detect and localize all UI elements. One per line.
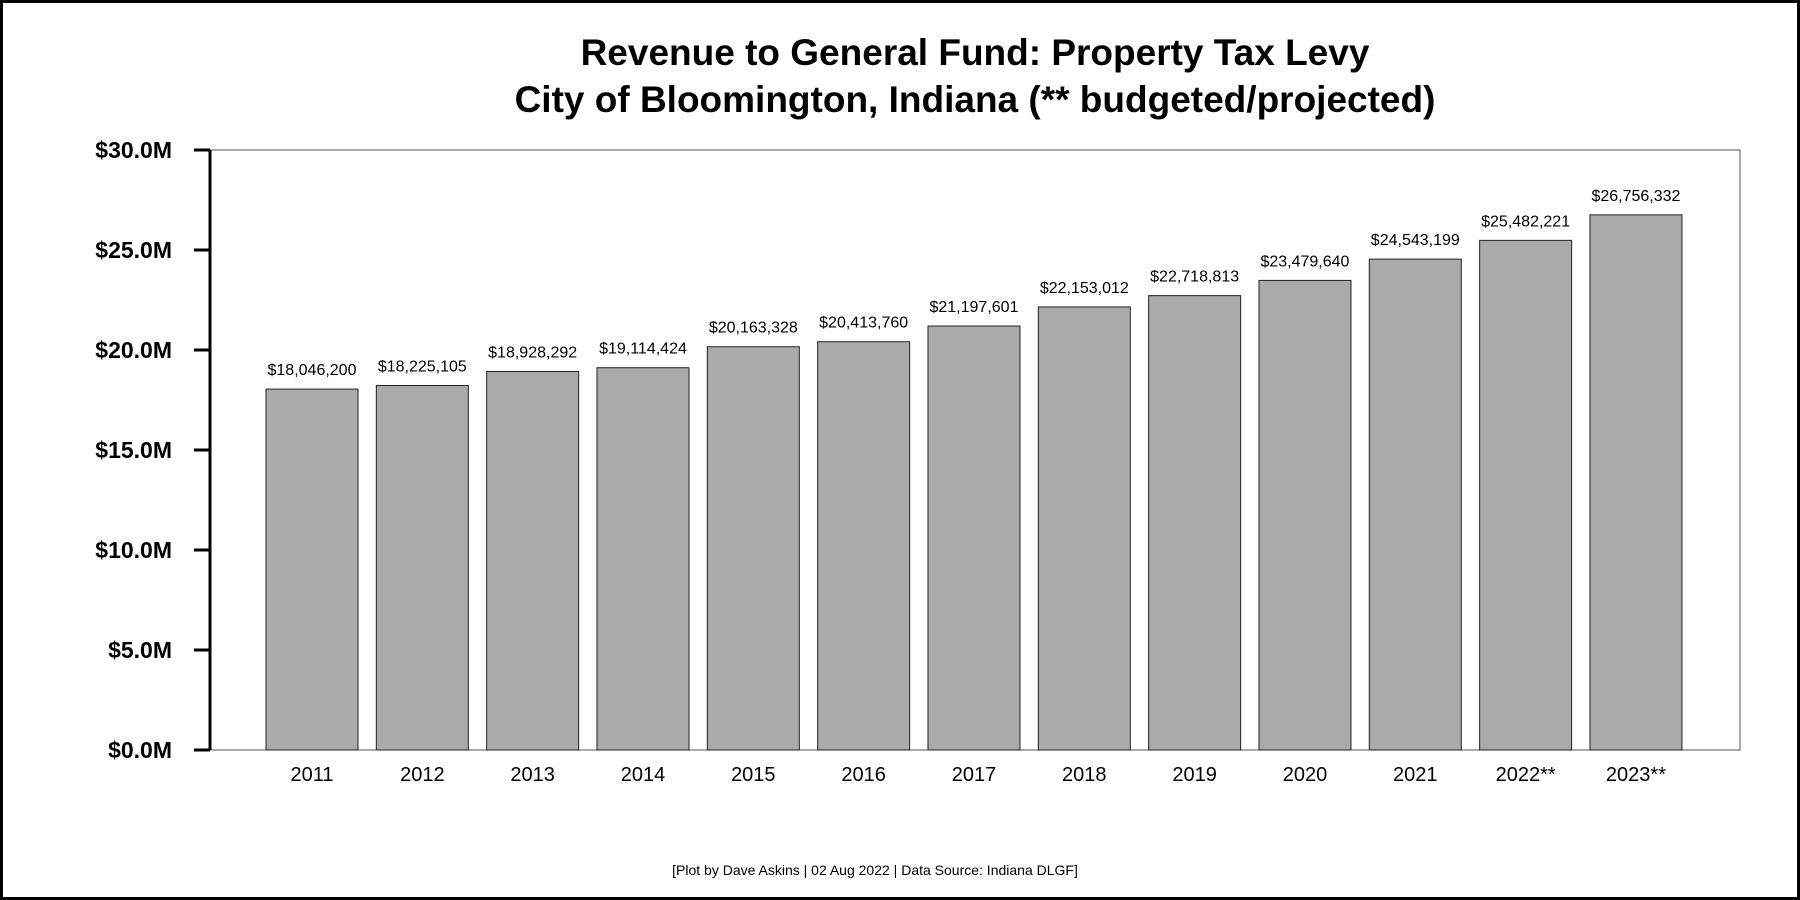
data-label: $21,197,601: [929, 299, 1018, 316]
bar: [265, 388, 359, 751]
data-label: $23,479,640: [1260, 253, 1349, 270]
x-tick-label: 2014: [621, 764, 666, 786]
bar: [927, 325, 1021, 751]
y-tick-label: $20.0M: [95, 337, 172, 363]
bar: [1148, 295, 1242, 751]
x-tick-label: 2021: [1393, 764, 1438, 786]
x-tick-label: 2016: [841, 764, 886, 786]
y-axis: $0.0M $5.0M $10.0M $15.0M $20.0M $25.0M $30.0M: [95, 137, 212, 763]
bar: [817, 341, 911, 751]
x-tick-label: 2012: [400, 764, 445, 786]
x-tick-label: 2023**: [1606, 764, 1666, 786]
y-tick-label: $30.0M: [95, 137, 172, 163]
chart-title-line-1: Revenue to General Fund: Property Tax Le…: [581, 32, 1370, 73]
y-tick-label: $0.0M: [108, 737, 172, 763]
x-tick-label: 2017: [952, 764, 997, 786]
bar: [375, 384, 469, 751]
y-tick-label: $10.0M: [95, 537, 172, 563]
bar: [596, 367, 690, 751]
x-tick-label: 2015: [731, 764, 776, 786]
bar: [1037, 306, 1131, 751]
data-label: $22,153,012: [1040, 280, 1129, 297]
data-label: $22,718,813: [1150, 269, 1239, 286]
data-label: $20,413,760: [819, 315, 908, 332]
y-tick-label: $25.0M: [95, 237, 172, 263]
x-tick-label: 2013: [510, 764, 555, 786]
bars: $18,046,200 2011 $18,225,105 2012 $18,928,29…: [265, 188, 1683, 786]
y-tick-label: $15.0M: [95, 437, 172, 463]
x-tick-label: 2022**: [1496, 764, 1556, 786]
x-tick-label: 2020: [1283, 764, 1328, 786]
bar: [1479, 239, 1573, 751]
x-tick-label: 2011: [290, 764, 333, 786]
bar: [1258, 279, 1352, 751]
data-label: $18,225,105: [378, 358, 467, 375]
chart-title-line-2: City of Bloomington, Indiana (** budgete…: [515, 79, 1436, 120]
x-tick-label: 2018: [1062, 764, 1107, 786]
bar: [706, 346, 800, 751]
data-label: $25,482,221: [1481, 213, 1570, 230]
data-label: $18,928,292: [488, 344, 577, 361]
data-label: $26,756,332: [1591, 188, 1680, 205]
x-tick-label: 2019: [1172, 764, 1217, 786]
data-label: $19,114,424: [599, 341, 687, 358]
y-tick-label: $5.0M: [108, 637, 172, 663]
bar: [1368, 258, 1462, 751]
bar: [1589, 214, 1683, 751]
data-label: $18,046,200: [268, 362, 357, 379]
chart-footer: [Plot by Dave Askins | 02 Aug 2022 | Dat…: [672, 862, 1078, 878]
bar: [486, 370, 580, 751]
data-label: $20,163,328: [709, 320, 798, 337]
data-label: $24,543,199: [1371, 232, 1460, 249]
